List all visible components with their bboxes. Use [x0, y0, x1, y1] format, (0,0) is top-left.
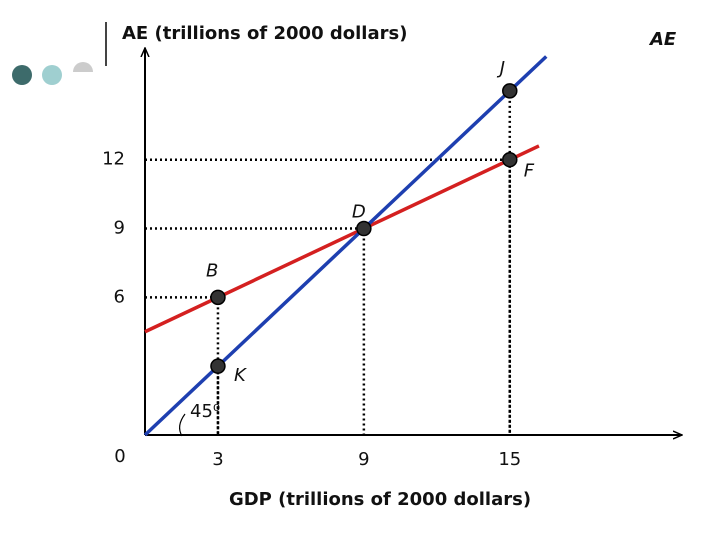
- angle-arc: [179, 413, 186, 437]
- origin-label: 0: [114, 446, 125, 467]
- y-tick-label: 9: [114, 218, 125, 239]
- point-label: J: [497, 58, 505, 79]
- point: [210, 289, 226, 306]
- y-axis-label: AE (trillions of 2000 dollars): [122, 23, 407, 44]
- x-tick-label: 9: [358, 449, 369, 470]
- point-label: B: [206, 260, 218, 281]
- slide-bullets: [12, 22, 107, 85]
- point: [356, 220, 372, 237]
- point-label: D: [352, 202, 366, 223]
- point: [502, 83, 518, 99]
- series-line: [143, 55, 548, 437]
- y-tick-label: 12: [102, 149, 125, 170]
- angle-label: 45⁰: [190, 401, 220, 422]
- point: [502, 151, 518, 168]
- point-label: K: [234, 365, 247, 386]
- series-label: AE: [648, 29, 677, 50]
- point: [210, 358, 226, 374]
- series-line: [144, 144, 540, 334]
- x-axis-label: GDP (trillions of 2000 dollars): [229, 489, 531, 510]
- x-tick-label: 15: [498, 449, 521, 470]
- x-tick-label: 3: [212, 449, 223, 470]
- y-tick-label: 6: [114, 286, 125, 307]
- point-label: F: [524, 161, 535, 182]
